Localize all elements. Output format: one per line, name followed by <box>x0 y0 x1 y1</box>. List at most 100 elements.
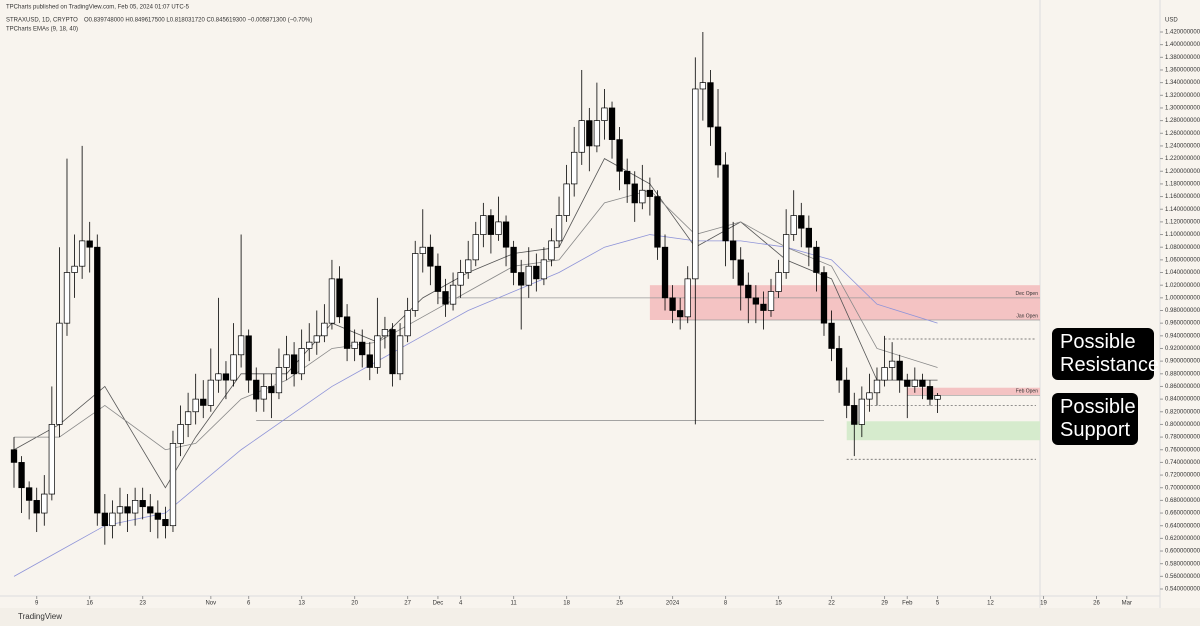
candle-body <box>290 354 298 375</box>
candle-body <box>548 240 555 261</box>
candle-body <box>820 272 828 324</box>
candle-body <box>835 348 843 381</box>
candle-body <box>162 519 169 527</box>
candle-body <box>654 196 661 248</box>
candle-body <box>351 341 358 349</box>
ohlc: O0.839748000 H0.849617500 L0.818031720 C… <box>84 18 312 24</box>
x-tick-label: 12 <box>987 601 994 607</box>
y-tick-label: 0.980000000 <box>1165 308 1200 314</box>
y-tick-label: 1.200000000 <box>1165 169 1200 175</box>
candle-body <box>381 329 389 337</box>
candle-body <box>230 354 237 381</box>
candle-body <box>487 215 495 235</box>
y-tick-label: 0.660000000 <box>1165 511 1200 517</box>
y-tick-label: 1.000000000 <box>1165 295 1200 301</box>
x-tick-label: 27 <box>404 601 411 607</box>
candle-body <box>669 297 676 311</box>
candle-body <box>510 246 517 273</box>
candle-body <box>94 246 101 514</box>
x-tick-label: 25 <box>616 601 623 607</box>
candle-body <box>147 506 154 514</box>
candle-body <box>525 265 532 286</box>
y-tick-label: 1.080000000 <box>1165 245 1200 251</box>
candle-body <box>260 386 267 400</box>
candle-body <box>56 322 63 425</box>
candle-body <box>124 506 131 514</box>
candle-body <box>10 449 18 463</box>
candle-body <box>328 278 336 324</box>
y-tick-label: 1.040000000 <box>1165 270 1200 276</box>
candle-body <box>154 512 161 520</box>
candle-body <box>888 360 896 368</box>
candle-body <box>245 335 252 381</box>
y-tick-label: 0.960000000 <box>1165 321 1200 327</box>
x-tick-label: 23 <box>139 601 146 607</box>
y-tick-label: 0.580000000 <box>1165 561 1200 567</box>
candle-body <box>805 227 812 248</box>
candle-body <box>283 354 290 368</box>
candle-body <box>472 234 479 261</box>
candle-body <box>911 379 918 387</box>
candle-body <box>457 272 464 286</box>
y-tick-label: 0.940000000 <box>1165 333 1200 339</box>
candle-body <box>502 221 510 248</box>
candle-body <box>813 246 820 273</box>
candle-body <box>200 398 207 406</box>
candle-body <box>646 189 654 197</box>
level-label: Feb Open <box>1016 389 1038 395</box>
candle-body <box>101 512 108 527</box>
candle-body <box>745 284 752 299</box>
candle-body <box>404 310 411 337</box>
footer-bar <box>0 608 1200 626</box>
y-tick-label: 1.400000000 <box>1165 42 1200 48</box>
candle-body <box>313 335 320 343</box>
y-tick-label: 1.060000000 <box>1165 257 1200 263</box>
y-tick-label: 1.020000000 <box>1165 283 1200 289</box>
candle-body <box>116 506 124 514</box>
candle-body <box>109 512 116 527</box>
candle-body <box>389 329 396 375</box>
candle-body <box>396 335 404 375</box>
candle-body <box>616 139 623 172</box>
candle-body <box>131 500 139 514</box>
published: TPCharts published on TradingView.com, F… <box>6 5 190 11</box>
axis-unit: USD <box>1165 18 1178 24</box>
candle-body <box>775 272 782 292</box>
x-tick-label: Mar <box>1122 601 1132 607</box>
candle-body <box>336 278 343 318</box>
candle-body <box>699 82 707 90</box>
candle-body <box>18 462 25 489</box>
y-tick-label: 0.680000000 <box>1165 498 1200 504</box>
y-tick-label: 0.720000000 <box>1165 473 1200 479</box>
x-tick-label: 8 <box>724 601 728 607</box>
x-tick-label: 19 <box>1040 601 1047 607</box>
candle-body <box>275 367 283 394</box>
candle-body <box>571 151 578 185</box>
candle-body <box>737 259 744 286</box>
x-tick-label: 2024 <box>666 601 680 607</box>
candle-body <box>25 487 33 501</box>
candle-body <box>760 303 767 311</box>
candle-body <box>563 183 570 216</box>
y-tick-label: 1.240000000 <box>1165 144 1200 150</box>
candle-body <box>169 443 177 527</box>
candle-body <box>71 265 78 273</box>
x-tick-label: 6 <box>247 601 251 607</box>
ema-line <box>13 158 938 489</box>
y-tick-label: 0.760000000 <box>1165 447 1200 453</box>
candle-body <box>858 398 865 425</box>
y-tick-label: 1.360000000 <box>1165 68 1200 74</box>
candle-body <box>78 240 86 267</box>
candle-body <box>752 297 760 305</box>
x-tick-label: 15 <box>775 601 782 607</box>
candle-body <box>593 120 601 147</box>
candle-body <box>449 284 457 305</box>
y-tick-label: 0.920000000 <box>1165 346 1200 352</box>
candle-body <box>412 253 419 311</box>
y-tick-label: 1.340000000 <box>1165 80 1200 86</box>
y-tick-label: 1.260000000 <box>1165 131 1200 137</box>
y-tick-label: 1.160000000 <box>1165 194 1200 200</box>
y-tick-label: 0.800000000 <box>1165 422 1200 428</box>
y-tick-label: 1.420000000 <box>1165 30 1200 36</box>
x-tick-label: 5 <box>936 601 940 607</box>
